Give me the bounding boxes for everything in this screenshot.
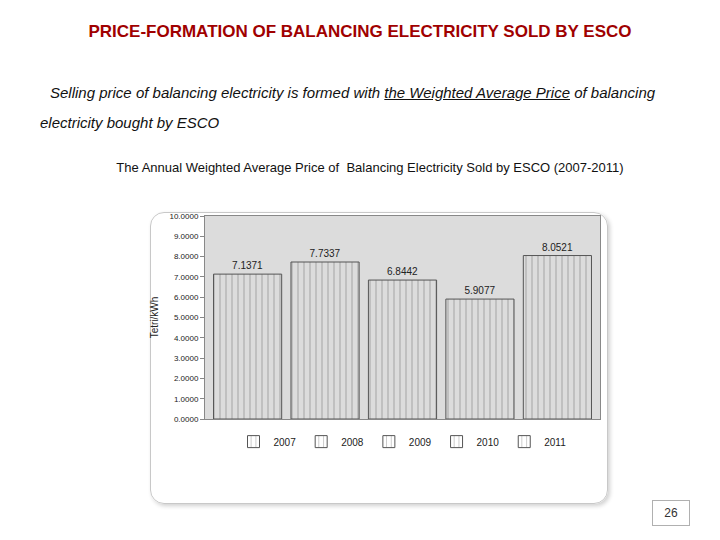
svg-text:3.0000: 3.0000 — [174, 354, 199, 363]
svg-text:6.8442: 6.8442 — [387, 266, 418, 277]
svg-text:7.7337: 7.7337 — [310, 248, 341, 259]
svg-text:7.1371: 7.1371 — [232, 260, 263, 271]
svg-text:2010: 2010 — [477, 437, 500, 448]
svg-text:8.0000: 8.0000 — [174, 252, 199, 261]
svg-text:2.0000: 2.0000 — [174, 374, 199, 383]
svg-text:The Annual Weighted Average Pr: The Annual Weighted Average Price of Bal… — [116, 160, 623, 175]
svg-text:2011: 2011 — [544, 437, 566, 448]
svg-text:5.9077: 5.9077 — [464, 285, 495, 296]
svg-text:2008: 2008 — [341, 437, 364, 448]
html-text:26: 26 — [664, 506, 678, 520]
svg-text:6.0000: 6.0000 — [174, 293, 199, 302]
svg-text:9.0000: 9.0000 — [174, 232, 199, 241]
html-text:PRICE-FORMATION OF BALANCING E: PRICE-FORMATION OF BALANCING ELECTRICITY… — [88, 22, 632, 41]
svg-text:0.0000: 0.0000 — [174, 415, 199, 424]
svg-text:2009: 2009 — [409, 437, 432, 448]
svg-text:8.0521: 8.0521 — [542, 242, 573, 253]
svg-text:10.0000: 10.0000 — [169, 212, 198, 221]
svg-text:7.0000: 7.0000 — [174, 273, 199, 282]
svg-text:2007: 2007 — [274, 437, 297, 448]
html-text:Selling price of balancing ele: Selling price of balancing electricity i… — [40, 84, 656, 131]
svg-text:5.0000: 5.0000 — [174, 313, 199, 322]
svg-text:1.0000: 1.0000 — [174, 395, 199, 404]
svg-text:Tetri/kWh: Tetri/kWh — [149, 297, 160, 339]
svg-text:4.0000: 4.0000 — [174, 334, 199, 343]
